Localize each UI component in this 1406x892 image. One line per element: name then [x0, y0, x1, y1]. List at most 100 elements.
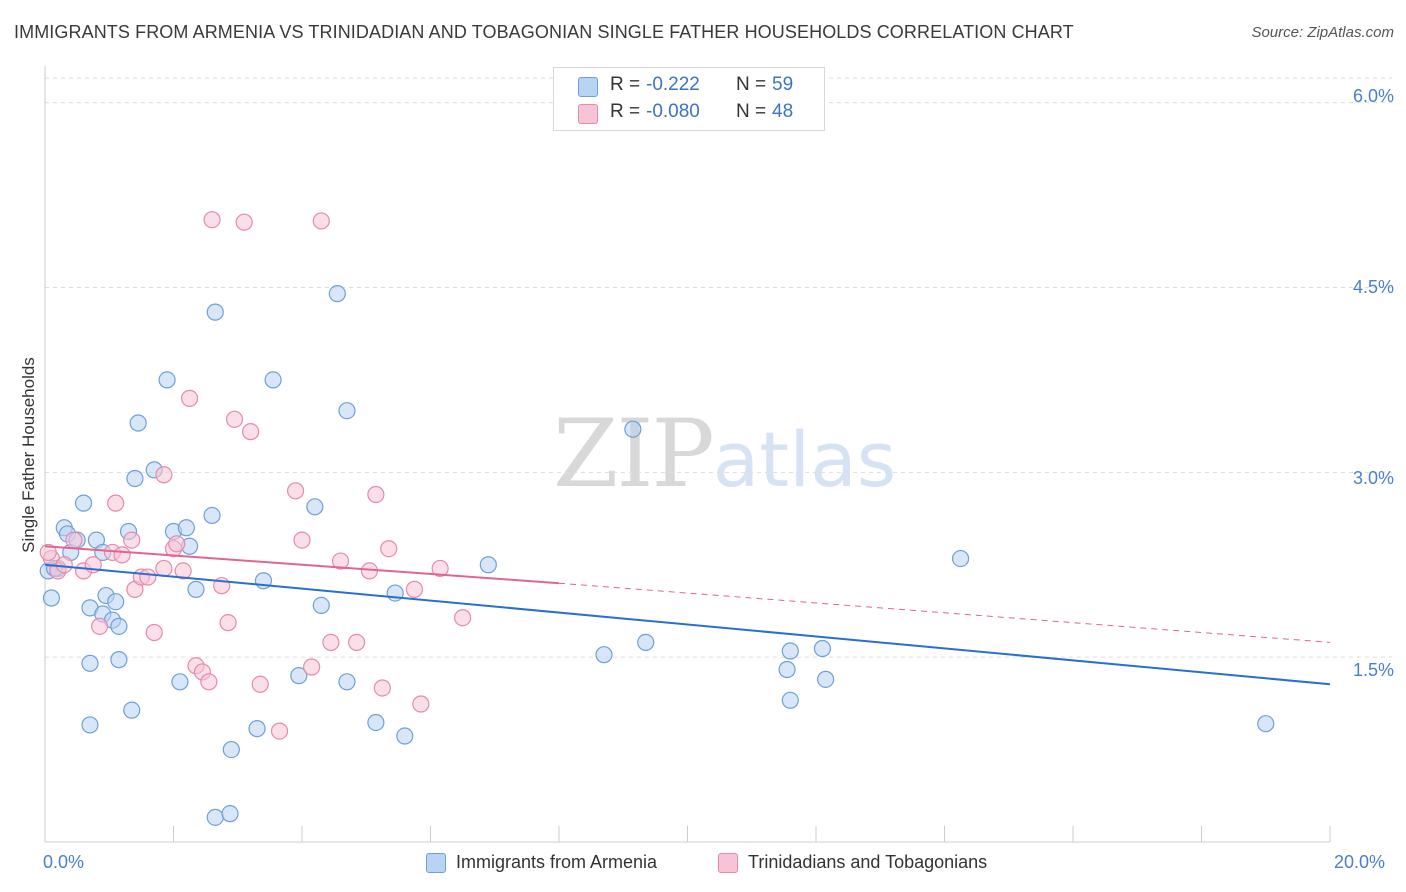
data-point-trinidad	[412, 695, 430, 713]
data-point-armenia	[177, 519, 195, 537]
r-label: R =	[610, 101, 641, 122]
data-point-trinidad	[405, 580, 424, 598]
data-point-armenia	[206, 303, 224, 321]
y-axis-label: Single Father Households	[19, 357, 38, 553]
data-point-trinidad	[251, 675, 269, 693]
pink-swatch	[718, 853, 738, 873]
data-point-armenia	[203, 506, 221, 525]
data-point-armenia	[81, 716, 99, 734]
data-point-armenia	[595, 646, 613, 664]
data-point-trinidad	[331, 552, 350, 570]
data-point-trinidad	[39, 543, 57, 562]
data-point-trinidad	[174, 562, 192, 580]
data-point-trinidad	[123, 531, 141, 549]
data-point-trinidad	[367, 485, 385, 504]
pink-swatch	[578, 104, 598, 124]
source-label: Source: ZipAtlas.com	[1251, 24, 1394, 41]
data-point-trinidad	[91, 617, 109, 635]
data-point-armenia	[110, 651, 128, 669]
data-point-armenia	[248, 720, 266, 738]
data-point-armenia	[187, 580, 205, 598]
data-point-armenia	[42, 589, 61, 607]
data-point-armenia	[781, 642, 799, 660]
r-label: R =	[610, 74, 641, 95]
y-tick-label: 3.0%	[1352, 468, 1394, 488]
data-point-trinidad	[312, 212, 330, 230]
data-point-trinidad	[107, 494, 125, 512]
data-point-trinidad	[373, 679, 391, 697]
data-point-armenia	[1257, 715, 1275, 733]
data-point-trinidad	[203, 211, 221, 229]
trendline-trinidad-extension	[558, 582, 1331, 643]
data-point-trinidad	[65, 531, 83, 549]
n-value: 48	[772, 101, 794, 122]
trendline-armenia	[44, 563, 1331, 686]
trendline-trinidad	[44, 545, 560, 585]
n-label: N =	[736, 101, 767, 122]
chart-title: IMMIGRANTS FROM ARMENIA VS TRINIDADIAN A…	[14, 22, 1074, 42]
data-point-trinidad	[200, 673, 218, 691]
data-point-trinidad	[155, 466, 173, 484]
data-point-armenia	[813, 639, 832, 658]
data-point-armenia	[158, 371, 176, 389]
data-point-armenia	[129, 414, 147, 432]
data-point-trinidad	[286, 482, 305, 500]
data-point-trinidad	[270, 722, 289, 740]
blue-swatch	[426, 853, 446, 873]
data-point-armenia	[781, 691, 799, 709]
data-point-trinidad	[145, 623, 163, 642]
watermark-atlas: atlas	[712, 415, 897, 504]
data-point-trinidad	[293, 531, 311, 549]
data-point-armenia	[107, 593, 125, 611]
data-point-trinidad	[139, 568, 157, 586]
y-tick-label: 1.5%	[1352, 660, 1394, 680]
data-point-armenia	[81, 654, 99, 672]
legend-label: Trinidadians and Tobagonians	[748, 852, 988, 872]
data-point-trinidad	[55, 556, 73, 574]
x-tick-label: 0.0%	[43, 852, 85, 872]
data-point-armenia	[637, 633, 655, 651]
x-tick-label: 20.0%	[1334, 852, 1386, 872]
data-point-trinidad	[180, 389, 199, 407]
data-point-trinidad	[168, 535, 186, 553]
data-point-trinidad	[225, 410, 244, 428]
data-point-trinidad	[348, 633, 366, 651]
data-point-armenia	[206, 808, 224, 826]
data-point-trinidad	[454, 609, 472, 627]
data-point-armenia	[396, 727, 414, 745]
data-point-armenia	[328, 285, 346, 303]
correlation-stats-box: R = -0.222 N = 59 R = -0.080 N = 48	[553, 67, 825, 131]
data-point-trinidad	[242, 423, 260, 441]
r-value: -0.222	[646, 74, 700, 95]
data-point-armenia	[306, 498, 324, 516]
data-point-trinidad	[431, 559, 449, 578]
watermark-zip: ZIP	[553, 400, 715, 509]
y-tick-label: 6.0%	[1352, 86, 1394, 106]
data-point-trinidad	[303, 658, 321, 676]
data-point-armenia	[126, 469, 144, 488]
data-point-trinidad	[113, 546, 131, 564]
data-point-armenia	[951, 549, 970, 568]
data-point-armenia	[290, 667, 308, 685]
data-point-trinidad	[380, 540, 398, 558]
data-point-armenia	[312, 596, 330, 615]
data-point-armenia	[110, 617, 128, 635]
data-point-armenia	[264, 371, 282, 389]
blue-swatch	[578, 77, 598, 97]
data-point-armenia	[367, 713, 385, 732]
data-point-armenia	[338, 402, 356, 420]
data-point-armenia	[624, 420, 642, 438]
data-point-armenia	[123, 701, 141, 719]
data-point-trinidad	[155, 559, 173, 578]
data-point-armenia	[778, 660, 796, 679]
data-point-armenia	[817, 670, 835, 688]
data-point-armenia	[74, 494, 93, 512]
data-point-armenia	[171, 673, 189, 691]
watermark: ZIPatlas	[553, 400, 896, 509]
n-value: 59	[772, 74, 794, 95]
data-point-trinidad	[322, 633, 340, 651]
data-point-armenia	[221, 805, 239, 823]
data-point-trinidad	[219, 614, 237, 632]
data-point-armenia	[222, 740, 240, 759]
